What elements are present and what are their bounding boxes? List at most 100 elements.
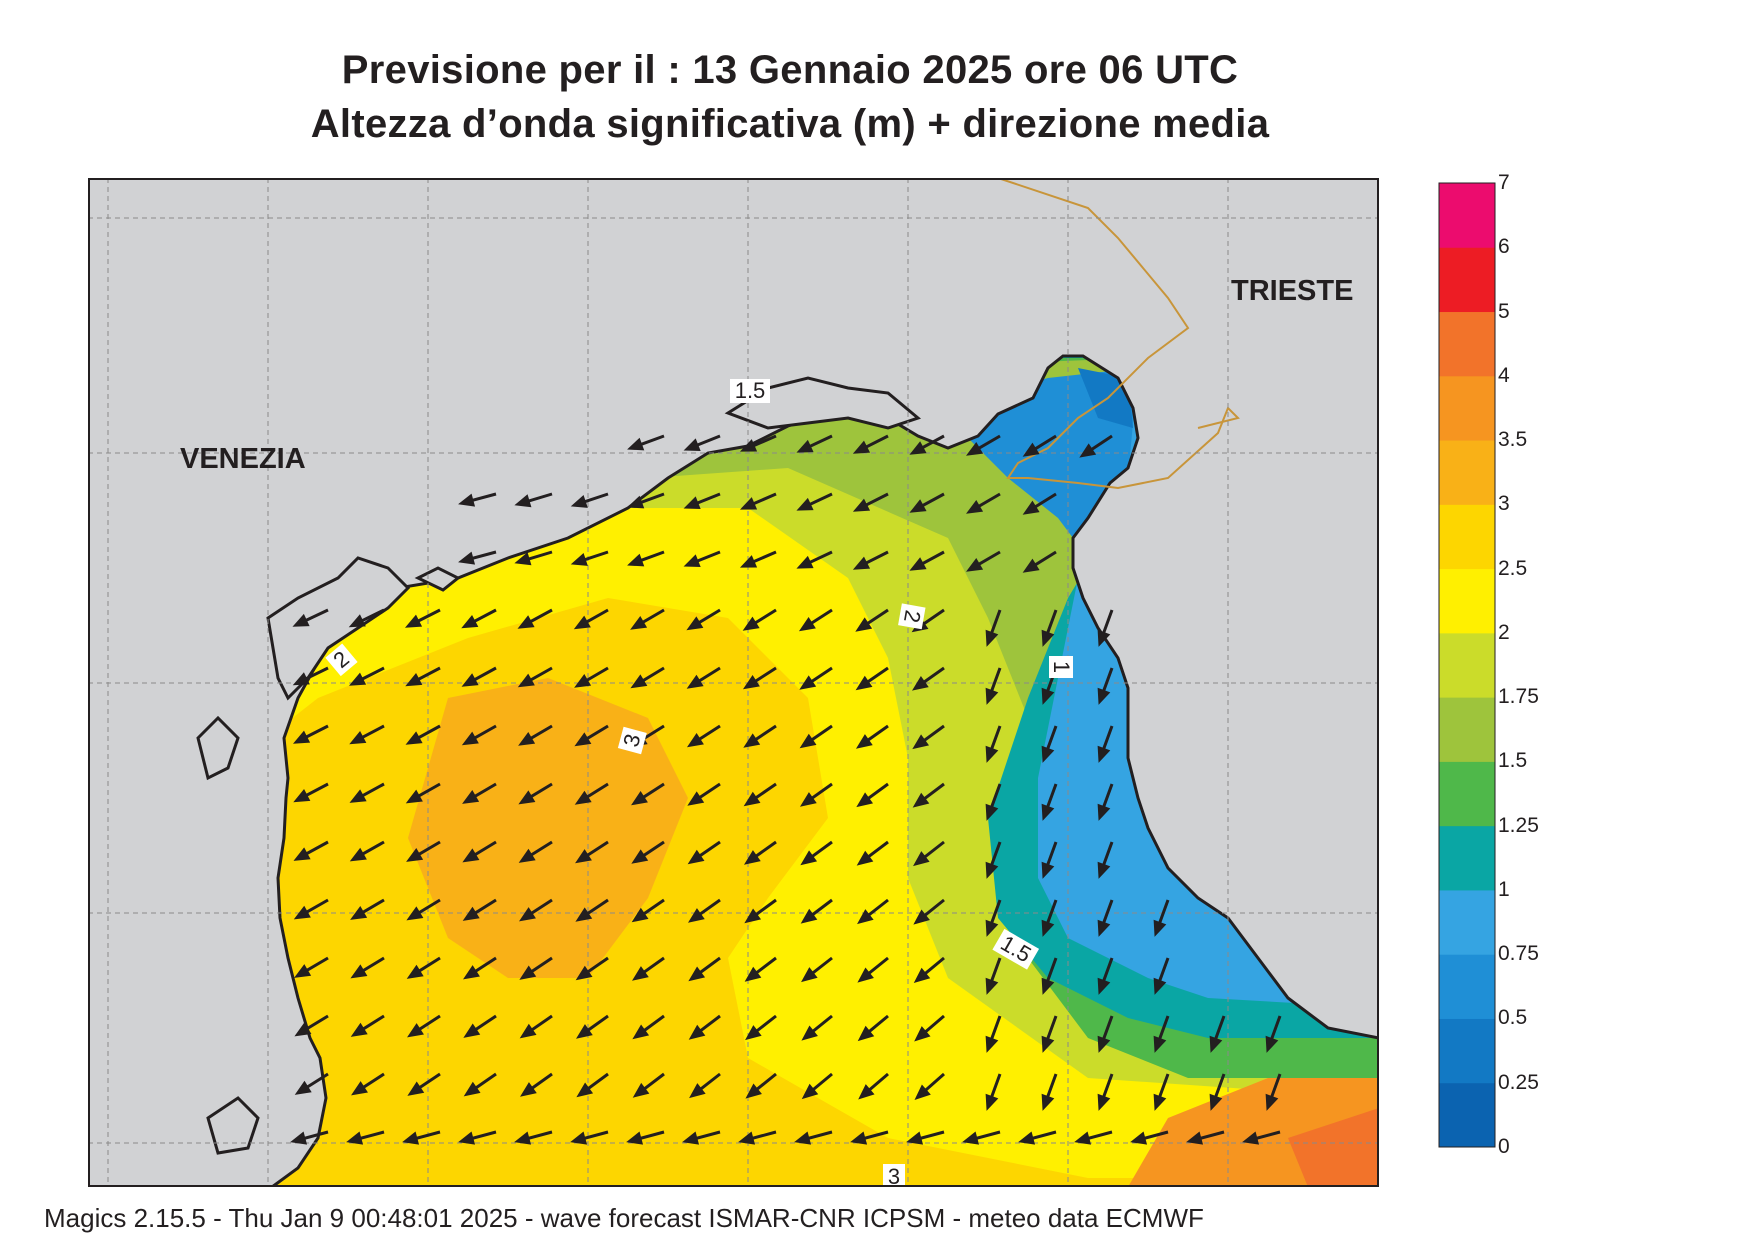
direction-arrowhead (350, 1022, 368, 1037)
colorbar-swatch (1439, 183, 1495, 248)
direction-arrowhead (1041, 977, 1055, 995)
direction-arrowhead (519, 965, 537, 980)
colorbar-swatch (1439, 1018, 1495, 1084)
direction-arrowhead (1153, 977, 1167, 995)
direction-arrowhead (906, 1131, 924, 1145)
direction-arrowhead (1265, 1093, 1279, 1111)
wave-direction-arrows (290, 434, 1282, 1145)
direction-arrowhead (985, 1035, 999, 1053)
direction-arrowhead (687, 908, 705, 923)
direction-arrowhead (631, 791, 648, 806)
direction-arrowhead (1022, 558, 1040, 573)
direction-arrowhead (1097, 803, 1111, 821)
direction-arrowhead (292, 730, 311, 744)
direction-arrowhead (856, 792, 874, 808)
direction-arrowhead (912, 792, 930, 808)
colorbar-tick-label: 4 (1498, 363, 1510, 387)
direction-arrowhead (1097, 1093, 1111, 1111)
direction-arrowhead (294, 1080, 312, 1095)
direction-arrowhead (1153, 1035, 1167, 1053)
direction-arrowhead (688, 966, 706, 982)
direction-arrowhead (349, 789, 367, 803)
colorbar-swatch (1439, 825, 1495, 891)
direction-arrowhead (1022, 442, 1040, 457)
direction-arrowhead (985, 1093, 999, 1111)
direction-arrowhead (1265, 1035, 1279, 1053)
direction-arrowhead (744, 966, 762, 982)
forecast-date-title: Previsione per il : 13 Gennaio 2025 ore … (341, 48, 1239, 92)
colorbar-tick-label: 1 (1498, 877, 1510, 901)
direction-arrowhead (632, 966, 649, 981)
band-2.5-3 (272, 598, 1379, 1187)
direction-arrowhead (856, 850, 874, 866)
lagoon-island (196, 715, 240, 781)
colorbar-swatch (1439, 1082, 1495, 1148)
direction-arrowhead (576, 1024, 593, 1039)
direction-arrowhead (518, 732, 536, 746)
colorbar-frame (1438, 182, 1496, 1148)
direction-arrowhead (801, 1083, 819, 1100)
direction-arrowhead (518, 790, 536, 805)
direction-arrowhead (687, 849, 705, 865)
direction-arrowhead (909, 499, 927, 513)
direction-arrowhead (683, 496, 701, 509)
contour-label: 3 (888, 1164, 900, 1187)
colorbar-tick-label: 1.5 (1498, 749, 1528, 773)
direction-arrowhead (407, 1023, 424, 1038)
colorbar-swatch (1439, 761, 1495, 827)
direction-arrowhead (855, 734, 873, 749)
direction-arrowhead (463, 1081, 481, 1097)
contour-label: 1.5 (735, 378, 766, 403)
coastline (196, 354, 1379, 1187)
city-label-trieste: TRIESTE (1231, 275, 1353, 307)
direction-arrowhead (514, 1131, 532, 1145)
direction-arrowhead (966, 557, 984, 572)
lagoon-island (414, 566, 461, 592)
colorbar-tick-label: 0.25 (1498, 1070, 1539, 1094)
direction-arrowhead (985, 803, 999, 821)
direction-arrowhead (461, 673, 479, 687)
direction-arrowhead (519, 907, 536, 922)
direction-arrowhead (858, 1084, 875, 1100)
colorbar-swatch (1439, 440, 1495, 505)
direction-arrowhead (405, 672, 423, 687)
direction-arrowhead (346, 1131, 364, 1145)
direction-arrowhead (351, 1081, 368, 1096)
direction-arrowhead (517, 673, 535, 688)
direction-arrowhead (745, 1025, 762, 1041)
direction-arrowhead (744, 908, 762, 924)
direction-arrowhead (855, 675, 873, 691)
direction-arrowhead (627, 437, 645, 451)
direction-arrowhead (985, 861, 999, 879)
direction-arrowhead (985, 745, 999, 763)
direction-arrowhead (689, 1083, 706, 1099)
direction-arrowhead (293, 847, 311, 861)
direction-arrowhead (1041, 803, 1055, 821)
direction-arrowhead (627, 553, 645, 567)
direction-arrowhead (1097, 629, 1111, 647)
direction-arrowhead (914, 1026, 931, 1042)
direction-arrowhead (739, 555, 758, 568)
direction-arrowhead (290, 1131, 308, 1145)
direction-arrowhead (743, 733, 761, 748)
colorbar-swatch (1439, 311, 1495, 377)
direction-arrowhead (1041, 1093, 1055, 1111)
direction-arrowhead (911, 676, 929, 691)
direction-arrowhead (909, 557, 927, 571)
direction-arrowhead (350, 964, 368, 979)
colorbar-swatch (1439, 247, 1495, 313)
direction-arrowhead (348, 614, 366, 628)
direction-arrowhead (348, 672, 367, 686)
colorbar (1438, 182, 1496, 1148)
direction-arrowhead (966, 441, 984, 456)
direction-arrowhead (630, 615, 648, 630)
grado-lagoon (724, 376, 922, 430)
direction-arrowhead (799, 675, 817, 690)
direction-arrowhead (570, 553, 588, 566)
colorbar-tick-label: 3.5 (1498, 428, 1528, 452)
direction-arrowhead (1097, 1035, 1111, 1053)
band-3-3.5 (408, 678, 688, 978)
direction-arrowhead (570, 495, 588, 508)
direction-arrowhead (743, 850, 761, 865)
direction-arrowhead (405, 731, 423, 745)
